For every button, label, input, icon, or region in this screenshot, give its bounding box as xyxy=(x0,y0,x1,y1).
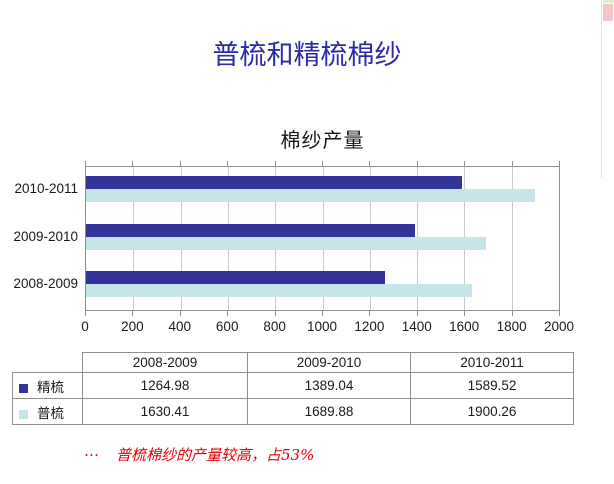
x-axis-tick-label: 2000 xyxy=(543,319,575,334)
category-axis-label: 2009-2010 xyxy=(13,228,78,244)
series-label-carded: 普梳 xyxy=(37,405,64,421)
axis-tick-top xyxy=(559,161,560,166)
window-fragment-pink xyxy=(603,4,613,21)
axis-tick-bottom xyxy=(227,311,229,316)
table-row-combed: 精梳 1264.98 1389.04 1589.52 xyxy=(12,372,574,399)
bar-combed-2009-2010 xyxy=(86,223,415,237)
axis-tick-top xyxy=(511,161,513,166)
x-axis-tick-label: 0 xyxy=(81,319,89,334)
table-cell: 1589.52 xyxy=(410,372,574,399)
series-label-combed: 精梳 xyxy=(37,379,64,395)
chart-title: 棉纱产量 xyxy=(280,130,365,152)
axis-tick-top xyxy=(416,161,418,166)
bar-combed-2008-2009 xyxy=(86,271,386,285)
category-axis-label: 2008-2009 xyxy=(13,276,78,292)
axis-tick-bottom xyxy=(132,311,134,316)
x-axis-tick-label: 800 xyxy=(263,319,286,334)
table-cell: 1689.88 xyxy=(247,398,411,425)
axis-tick-bottom xyxy=(85,311,86,316)
table-cell: 1264.98 xyxy=(82,372,248,399)
axis-tick-bottom xyxy=(559,311,560,316)
axis-tick-bottom xyxy=(416,311,418,316)
x-axis-tick-label: 200 xyxy=(121,319,144,334)
axis-tick-bottom xyxy=(274,311,276,316)
axis-tick-top xyxy=(132,161,134,166)
data-table: 2008-2009 2009-2010 2010-2011 精梳 1264.98… xyxy=(12,352,574,425)
plot-area xyxy=(85,166,560,311)
bar-carded-2010-2011 xyxy=(86,189,536,202)
table-corner-cell xyxy=(13,353,83,373)
table-cell: 1389.04 xyxy=(247,372,411,399)
axis-tick-top xyxy=(179,161,181,166)
gridline xyxy=(511,167,513,310)
axis-tick-bottom xyxy=(511,311,513,316)
table-cell: 1630.41 xyxy=(82,398,248,425)
table-header-cell: 2010-2011 xyxy=(410,352,574,373)
legend-key-combed-icon xyxy=(19,383,28,393)
footnote: … 普梳棉纱的产量较高，占53% xyxy=(84,442,315,465)
table-header-cell: 2008-2009 xyxy=(82,352,248,373)
axis-tick-top xyxy=(322,161,323,166)
slide-title: 普梳和精梳棉纱 xyxy=(212,40,402,71)
table-cell: 1900.26 xyxy=(410,398,574,425)
x-axis-tick-label: 400 xyxy=(168,319,192,334)
x-axis-tick-label: 1000 xyxy=(306,319,338,334)
table-row-carded: 普梳 1630.41 1689.88 1900.26 xyxy=(12,398,574,425)
bar-carded-2009-2010 xyxy=(86,236,486,250)
legend-key-carded-icon xyxy=(19,409,28,419)
footnote-bullet: … xyxy=(84,442,100,460)
axis-tick-top xyxy=(227,161,229,166)
window-fragment-green xyxy=(603,0,614,3)
x-axis-tick-label: 1800 xyxy=(496,319,527,334)
footnote-text: 普梳棉纱的产量较高，占53% xyxy=(116,446,315,464)
axis-tick-top xyxy=(369,161,371,166)
x-axis-tick-label: 600 xyxy=(215,319,239,334)
bar-combed-2010-2011 xyxy=(86,176,462,189)
x-axis-tick-label: 1400 xyxy=(401,319,432,334)
category-axis-label: 2010-2011 xyxy=(14,180,78,196)
x-axis-tick-label: 1600 xyxy=(449,319,480,334)
axis-tick-bottom xyxy=(369,311,371,316)
table-header-cell: 2009-2010 xyxy=(247,352,411,373)
axis-tick-bottom xyxy=(464,311,466,316)
axis-tick-bottom xyxy=(322,311,323,316)
axis-tick-top xyxy=(464,161,466,166)
x-axis-tick-label: 1200 xyxy=(354,319,385,334)
bar-carded-2008-2009 xyxy=(86,284,472,298)
table-header-row: 2008-2009 2009-2010 2010-2011 xyxy=(13,352,574,373)
axis-tick-bottom xyxy=(179,311,181,316)
axis-tick-top xyxy=(85,161,86,166)
legend-cell-combed: 精梳 xyxy=(12,372,83,399)
legend-cell-carded: 普梳 xyxy=(12,398,83,425)
axis-tick-top xyxy=(274,161,276,166)
window-edge-line xyxy=(601,0,602,178)
